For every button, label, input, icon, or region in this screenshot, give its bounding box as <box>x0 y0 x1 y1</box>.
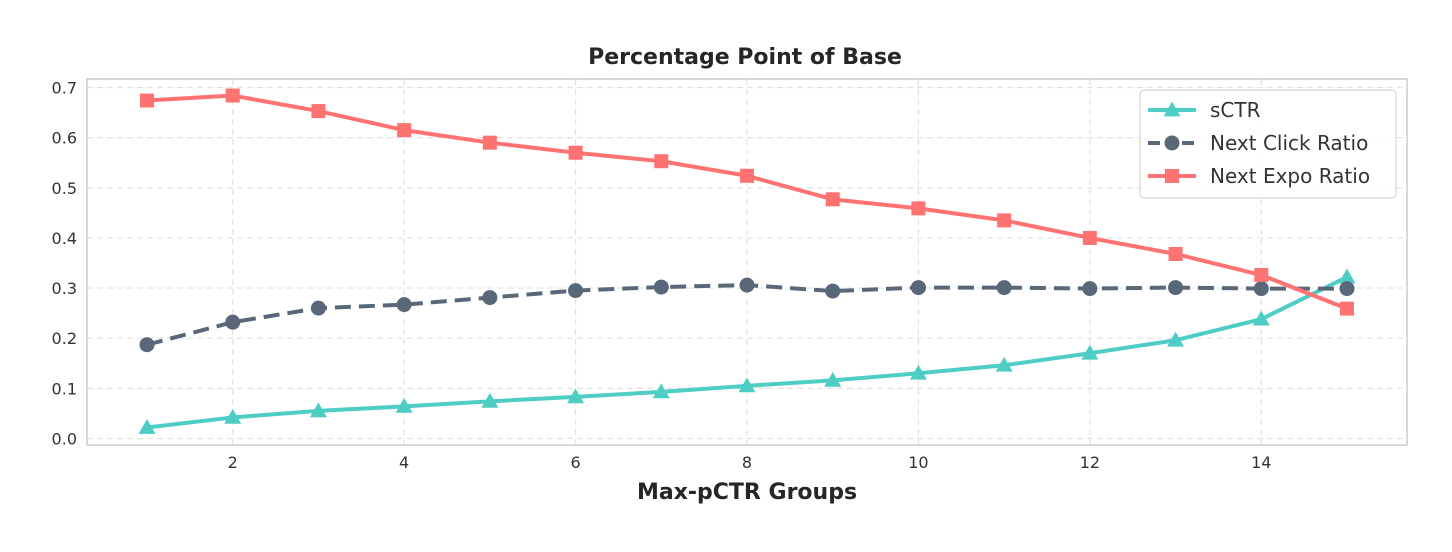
next-click-ratio-point <box>653 279 669 295</box>
next-click-ratio-point <box>310 300 326 316</box>
sctr-point <box>1081 344 1099 360</box>
legend-label: Next Expo Ratio <box>1210 164 1370 188</box>
x-tick-label: 10 <box>908 453 928 472</box>
sctr-point <box>481 392 499 408</box>
y-tick-label: 0.5 <box>52 179 77 198</box>
next-expo-ratio-point <box>568 145 583 160</box>
y-tick-label: 0.0 <box>52 429 77 448</box>
series-next-click-ratio <box>139 277 1355 353</box>
x-tick-label: 4 <box>399 453 409 472</box>
next-expo-ratio-point <box>1168 246 1183 261</box>
next-click-ratio-point <box>1168 280 1184 296</box>
legend-swatch-marker <box>1164 135 1180 151</box>
next-expo-ratio-point <box>1340 301 1354 316</box>
x-tick-label: 12 <box>1080 453 1100 472</box>
y-tick-label: 0.6 <box>52 129 77 148</box>
next-expo-ratio-point <box>140 93 154 108</box>
y-axis: 0.0 0.1 0.2 0.3 0.4 0.5 0.6 0.7 <box>52 79 77 449</box>
series-sctr <box>138 268 1356 434</box>
next-click-ratio-point <box>1253 281 1269 297</box>
chart-title: Percentage Point of Base <box>588 45 902 70</box>
sctr-point <box>1167 331 1185 347</box>
legend-box <box>1139 89 1397 199</box>
x-tick-label: 14 <box>1251 453 1271 472</box>
sctr-point <box>909 364 927 380</box>
sctr-point <box>138 418 156 434</box>
series-layer <box>138 88 1356 434</box>
legend: sCTR Next Click Ratio Next Expo Ratio <box>1139 89 1397 199</box>
x-tick-label: 2 <box>228 453 238 472</box>
next-expo-ratio-point <box>482 135 497 150</box>
legend-label: Next Click Ratio <box>1210 131 1368 155</box>
next-expo-ratio-point <box>740 168 754 183</box>
legend-swatch-marker <box>1165 169 1179 183</box>
next-expo-ratio-point <box>225 88 240 103</box>
x-tick-label: 8 <box>742 453 752 472</box>
y-tick-label: 0.1 <box>52 379 77 398</box>
next-click-ratio-point <box>225 314 241 330</box>
sctr-point <box>738 377 756 393</box>
next-expo-ratio-point <box>997 213 1012 228</box>
next-click-ratio-point <box>396 297 412 313</box>
next-click-ratio-point <box>1082 281 1098 297</box>
legend-label: sCTR <box>1210 98 1261 122</box>
legend-item-sctr: sCTR <box>1148 98 1261 122</box>
y-tick-label: 0.4 <box>52 229 77 248</box>
y-tick-label: 0.2 <box>52 329 77 348</box>
legend-swatch-marker <box>1163 101 1181 117</box>
sctr-point <box>1252 310 1270 326</box>
next-expo-ratio-point <box>1082 230 1097 245</box>
x-axis-label: Max-pCTR Groups <box>637 480 857 505</box>
next-click-ratio-point <box>568 283 584 299</box>
next-click-ratio-point <box>739 277 755 293</box>
next-expo-ratio-point <box>311 104 326 119</box>
sctr-point <box>824 371 842 387</box>
next-expo-ratio-point <box>825 192 840 207</box>
legend-item-next-click-ratio: Next Click Ratio <box>1148 131 1368 155</box>
next-click-ratio-point <box>996 280 1012 296</box>
sctr-point <box>395 397 413 413</box>
next-click-ratio-point <box>825 283 841 299</box>
sctr-point <box>652 383 670 399</box>
series-next-expo-ratio <box>140 88 1354 316</box>
next-click-ratio-point <box>482 290 498 306</box>
x-axis: 2 4 6 8 10 12 14 <box>228 453 1272 472</box>
next-click-ratio-point <box>910 280 926 296</box>
sctr-point <box>1338 268 1356 284</box>
next-expo-ratio-point <box>397 123 412 138</box>
y-tick-label: 0.7 <box>52 79 77 98</box>
sctr-point <box>995 356 1013 372</box>
y-tick-label: 0.3 <box>52 279 77 298</box>
x-tick-label: 6 <box>570 453 580 472</box>
next-click-ratio-point <box>139 337 155 353</box>
next-expo-ratio-point <box>654 154 669 169</box>
sctr-point <box>224 408 242 424</box>
legend-item-next-expo-ratio: Next Expo Ratio <box>1148 164 1370 188</box>
next-expo-ratio-point <box>911 201 926 216</box>
sctr-point <box>567 388 585 404</box>
sctr-point <box>309 402 327 418</box>
next-click-ratio-point <box>1339 281 1355 297</box>
next-expo-ratio-point <box>1254 268 1269 283</box>
